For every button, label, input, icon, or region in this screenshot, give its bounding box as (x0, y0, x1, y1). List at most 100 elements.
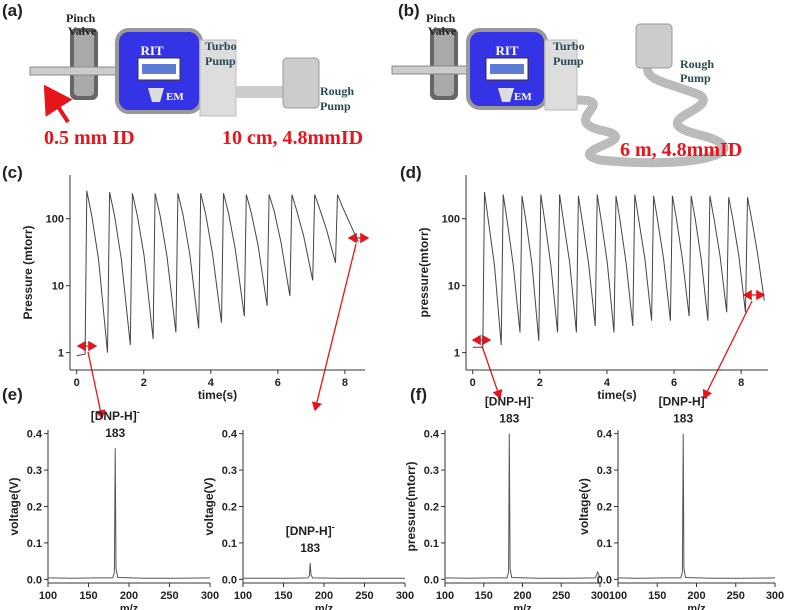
line-note: 6 m, 4.8mmID (620, 139, 742, 161)
panel-label: (b) (398, 1, 420, 20)
turbo-label: Turbo (205, 39, 237, 53)
turbo-label: Pump (205, 54, 236, 68)
y-tick-label: 0.4 (27, 429, 43, 441)
x-tick-label: 0 (470, 377, 476, 389)
x-tick-label: 8 (738, 377, 744, 389)
detector-label: EM (514, 91, 532, 103)
y-tick-label: 0.0 (222, 574, 237, 586)
x-tick-label: 6 (671, 377, 677, 389)
x-tick-label: 150 (274, 590, 292, 602)
y-tick-label: 0.1 (597, 538, 612, 550)
rough-pump (635, 23, 673, 69)
data-line (243, 562, 405, 579)
y-axis-title: voltage(V) (7, 477, 21, 535)
line-note: 10 cm, 4.8mmID (222, 127, 363, 149)
peak-label: 183 (105, 426, 125, 440)
connectors (76, 232, 766, 420)
valve-label: Valve (428, 24, 457, 38)
y-tick-label: 0.2 (597, 502, 612, 514)
ion-name: [DNP-H] (485, 395, 531, 409)
panel-label: (f) (410, 385, 427, 404)
y-tick-label: 0.3 (424, 465, 439, 477)
x-tick-label: 200 (513, 590, 531, 602)
y-axis-title: voltage(V) (202, 477, 216, 535)
link-arrow (311, 243, 357, 412)
x-tick-label: 150 (648, 590, 666, 602)
data-line (47, 448, 211, 579)
panel-label: (a) (2, 1, 23, 20)
link-arrow (481, 345, 503, 400)
y-tick-label: 0.1 (222, 538, 237, 550)
y-tick-label: 10 (52, 281, 64, 293)
ion-label: [DNP-H]- (91, 407, 140, 423)
foreline (236, 86, 288, 98)
link-arrow (702, 300, 753, 400)
ion-name: [DNP-H] (286, 524, 332, 538)
x-axis-title: time(s) (198, 388, 237, 402)
y-tick-label: 0.2 (27, 502, 42, 514)
x-axis-title: m/z (315, 603, 334, 610)
x-tick-label: 6 (275, 377, 281, 389)
valve-label: Pinch (66, 11, 96, 25)
turbo-pump (544, 39, 578, 111)
valve-label: Pinch (426, 11, 456, 25)
x-tick-label: 250 (552, 590, 570, 602)
detector-label: EM (166, 91, 184, 103)
x-tick-label: 2 (141, 377, 147, 389)
rough-label: Rough (320, 84, 354, 98)
peak-label: 183 (300, 541, 320, 555)
y-axis-title: pressure(mtorr) (417, 227, 431, 317)
arrow (43, 84, 73, 124)
y-tick-label: 0.4 (222, 429, 238, 441)
y-tick-label: 1 (58, 348, 64, 360)
ion-label: [DNP-H]- (485, 393, 534, 409)
x-tick-label: 8 (342, 377, 348, 389)
trap-label: RIT (495, 43, 518, 58)
y-tick-label: 100 (46, 214, 64, 226)
x-tick-label: 250 (727, 590, 745, 602)
rough-label: Pump (680, 71, 711, 85)
ion-label: [DNP-H]- (286, 522, 335, 538)
data-line (617, 433, 776, 579)
detector (498, 88, 514, 102)
y-tick-label: 0.1 (424, 538, 439, 550)
y-tick-label: 0.0 (27, 574, 42, 586)
data-line (472, 192, 765, 348)
data-line (76, 190, 359, 357)
x-tick-label: 150 (79, 590, 97, 602)
long-foreline (576, 57, 729, 168)
data-line (444, 433, 601, 579)
ion-name: [DNP-H] (659, 395, 705, 409)
ion-label: [DNP-H]- (659, 393, 708, 409)
link-arrow (87, 351, 106, 420)
y-tick-label: 0.4 (424, 429, 440, 441)
ion-charge: - (705, 393, 708, 403)
ion-charge: - (137, 407, 140, 417)
x-axis-title: time(s) (597, 388, 636, 402)
peak-label: 183 (499, 412, 519, 426)
turbo-label: Turbo (553, 39, 585, 53)
x-tick-label: 0 (74, 377, 80, 389)
x-tick-label: 2 (537, 377, 543, 389)
y-tick-label: 0.0 (424, 574, 439, 586)
y-tick-label: 100 (442, 214, 460, 226)
panel-label: (d) (400, 163, 422, 182)
turbo-pump (199, 39, 237, 117)
panel-label: (c) (2, 163, 23, 182)
ion-charge: - (332, 522, 335, 532)
x-tick-label: 100 (609, 590, 627, 602)
turbo-label: Pump (553, 54, 584, 68)
x-tick-label: 150 (475, 590, 493, 602)
pinch-valve-body (74, 32, 94, 96)
peak-label: 183 (673, 412, 693, 426)
diagram-b: (b) RIT EM Pinch Valve Turbo Pump Rough … (391, 1, 742, 168)
pinch-valve-body (434, 32, 454, 96)
x-axis-title: m/z (687, 603, 706, 610)
x-tick-label: 300 (396, 590, 414, 602)
y-axis-title: pressure(mtorr) (404, 461, 418, 551)
x-tick-label: 200 (687, 590, 705, 602)
trap-label: RIT (140, 43, 163, 58)
x-tick-label: 250 (355, 590, 373, 602)
x-tick-label: 250 (160, 590, 178, 602)
